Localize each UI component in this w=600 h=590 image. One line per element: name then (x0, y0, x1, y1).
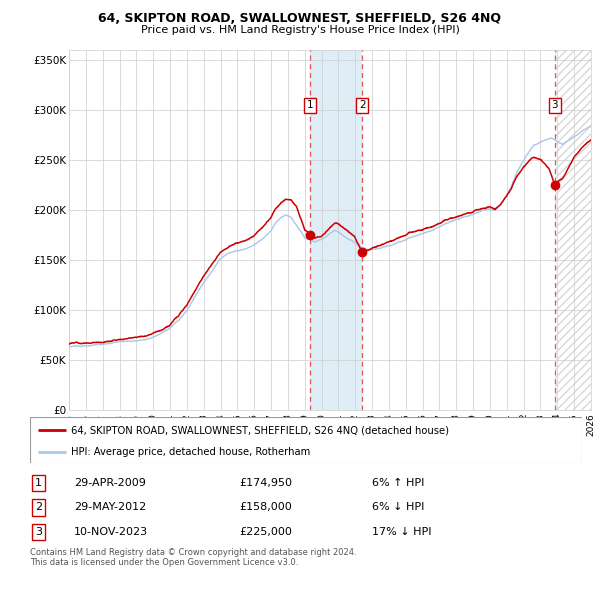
Text: 3: 3 (551, 100, 558, 110)
Text: 3: 3 (35, 527, 42, 537)
Text: 6% ↑ HPI: 6% ↑ HPI (372, 478, 425, 488)
Text: 17% ↓ HPI: 17% ↓ HPI (372, 527, 432, 537)
Bar (555, 50, 599, 410)
Text: £158,000: £158,000 (240, 503, 293, 512)
Text: £225,000: £225,000 (240, 527, 293, 537)
Text: 1: 1 (35, 478, 42, 488)
Bar (555, 50, 599, 410)
Text: 64, SKIPTON ROAD, SWALLOWNEST, SHEFFIELD, S26 4NQ: 64, SKIPTON ROAD, SWALLOWNEST, SHEFFIELD… (98, 12, 502, 25)
Text: 64, SKIPTON ROAD, SWALLOWNEST, SHEFFIELD, S26 4NQ (detached house): 64, SKIPTON ROAD, SWALLOWNEST, SHEFFIELD… (71, 425, 449, 435)
Text: Price paid vs. HM Land Registry's House Price Index (HPI): Price paid vs. HM Land Registry's House … (140, 25, 460, 35)
Text: This data is licensed under the Open Government Licence v3.0.: This data is licensed under the Open Gov… (30, 558, 298, 567)
Text: £174,950: £174,950 (240, 478, 293, 488)
Text: HPI: Average price, detached house, Rotherham: HPI: Average price, detached house, Roth… (71, 447, 311, 457)
Text: 29-APR-2009: 29-APR-2009 (74, 478, 146, 488)
Text: 2: 2 (359, 100, 365, 110)
Bar (310, 50, 362, 410)
Text: Contains HM Land Registry data © Crown copyright and database right 2024.: Contains HM Land Registry data © Crown c… (30, 548, 356, 556)
Text: 6% ↓ HPI: 6% ↓ HPI (372, 503, 425, 512)
Text: 1: 1 (307, 100, 314, 110)
Text: 29-MAY-2012: 29-MAY-2012 (74, 503, 146, 512)
Text: 10-NOV-2023: 10-NOV-2023 (74, 527, 148, 537)
Text: 2: 2 (35, 503, 42, 512)
